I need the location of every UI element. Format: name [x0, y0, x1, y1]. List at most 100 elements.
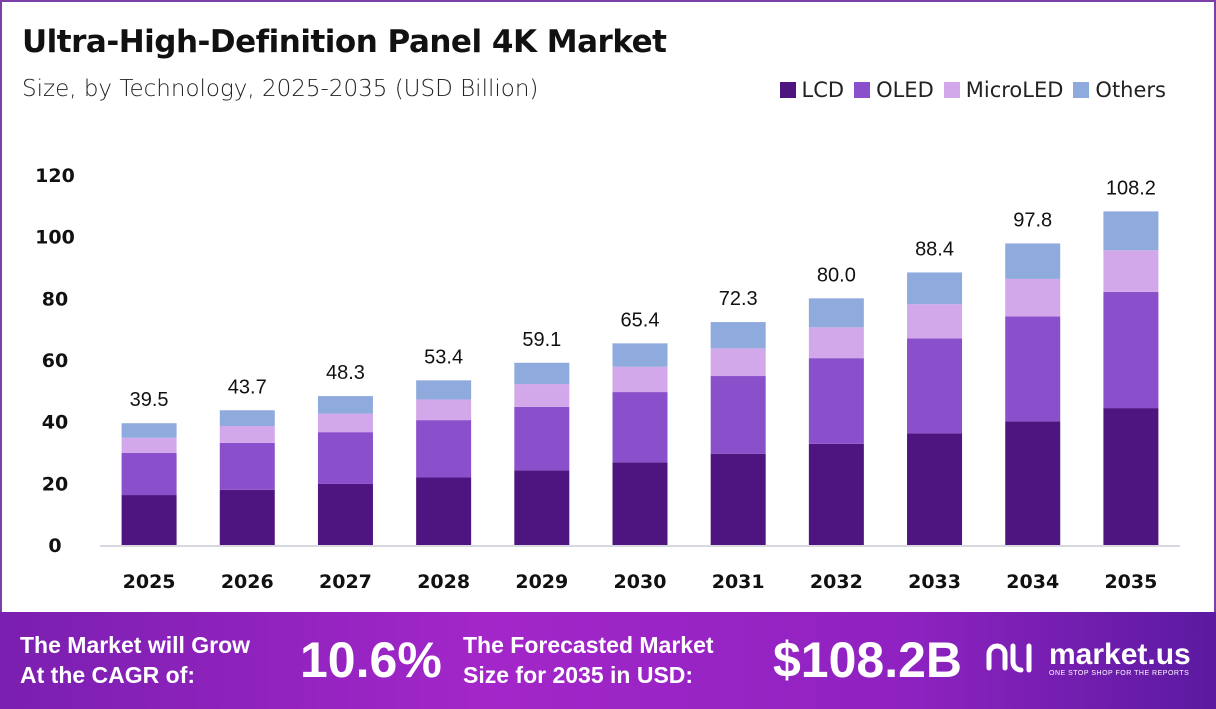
bar-segment-lcd [416, 477, 472, 545]
x-tick-label: 2026 [221, 571, 274, 593]
bar-segment-microled [514, 384, 570, 407]
legend-swatch [854, 82, 871, 98]
x-tick-label: 2029 [515, 571, 568, 593]
bar-total-label: 39.5 [130, 389, 169, 411]
y-tick-label: 120 [35, 165, 75, 187]
bar-segment-oled [907, 338, 963, 434]
bar-segment-others [907, 272, 963, 305]
x-tick-label: 2030 [614, 571, 667, 593]
legend-swatch [1073, 82, 1090, 98]
y-tick-label: 40 [42, 412, 68, 434]
bar-segment-oled [121, 452, 177, 496]
bar-segment-oled [219, 442, 275, 490]
footer-banner: The Market will Grow At the CAGR of: 10.… [0, 612, 1216, 709]
bar-segment-lcd [219, 489, 275, 545]
x-tick-label: 2034 [1006, 571, 1059, 593]
x-tick-label: 2025 [123, 571, 176, 593]
bar-segment-lcd [907, 433, 963, 545]
x-tick-label: 2027 [319, 571, 372, 593]
legend-label: MicroLED [965, 78, 1064, 102]
chart-title: Ultra-High-Definition Panel 4K Market [22, 24, 667, 60]
bar-segment-others [121, 423, 177, 438]
forecast-label-line1: The Forecasted Market [463, 632, 714, 658]
bar-segment-oled [808, 358, 864, 444]
legend-item-lcd: LCD [779, 78, 845, 102]
y-tick-label: 80 [42, 288, 68, 310]
x-tick-label: 2033 [908, 571, 961, 593]
bar-segment-oled [612, 392, 668, 463]
legend-swatch [779, 82, 796, 98]
x-tick-label: 2028 [417, 571, 470, 593]
brand-tagline: ONE STOP SHOP FOR THE REPORTS [1049, 669, 1190, 677]
bar-segment-microled [710, 348, 766, 377]
y-tick-label: 0 [48, 535, 61, 557]
x-tick-label: 2031 [712, 571, 765, 593]
x-tick-label: 2035 [1104, 571, 1157, 593]
bar-segment-others [612, 343, 668, 367]
legend: LCD OLED MicroLED Others [779, 78, 1166, 102]
chart-frame [0, 0, 1216, 614]
bar-total-label: 97.8 [1013, 209, 1052, 231]
bar-segment-oled [710, 376, 766, 454]
bar-segment-microled [612, 366, 668, 393]
bar-total-label: 88.4 [915, 238, 954, 260]
forecast-label-line2: Size for 2035 in USD: [463, 662, 694, 688]
cagr-label: The Market will Grow At the CAGR of: [20, 630, 250, 690]
cagr-value: 10.6% [300, 632, 442, 688]
bar-segment-others [808, 298, 864, 328]
bar-segment-lcd [808, 443, 864, 545]
legend-item-others: Others [1073, 78, 1166, 102]
bar-segment-oled [1005, 316, 1061, 422]
bar-segment-lcd [612, 462, 668, 545]
cagr-label-line1: The Market will Grow [20, 632, 251, 658]
bar-segment-oled [317, 432, 373, 484]
legend-label: OLED [876, 78, 934, 102]
y-tick-label: 60 [42, 350, 68, 372]
y-tick-label: 100 [35, 227, 75, 249]
bar-segment-lcd [710, 453, 766, 545]
bar-segment-microled [219, 425, 275, 443]
market-us-logo-icon [986, 643, 1032, 673]
bar-segment-lcd [317, 483, 373, 545]
legend-label: LCD [801, 78, 845, 102]
bar-total-label: 43.7 [228, 376, 267, 398]
bar-segment-microled [416, 399, 472, 421]
bar-total-label: 108.2 [1106, 177, 1156, 199]
bar-total-label: 59.1 [522, 329, 561, 351]
cagr-label-line2: At the CAGR of: [20, 662, 196, 688]
bar-total-label: 80.0 [817, 264, 856, 286]
y-tick-label: 20 [42, 473, 68, 495]
bar-segment-others [317, 396, 373, 414]
bar-total-label: 53.4 [424, 346, 463, 368]
chart-subtitle: Size, by Technology, 2025-2035 (USD Bill… [22, 76, 539, 102]
bar-segment-microled [317, 413, 373, 433]
bar-segment-microled [1103, 250, 1159, 292]
brand-name: market.us [1049, 637, 1191, 671]
bar-segment-others [219, 410, 275, 426]
x-tick-label: 2032 [810, 571, 863, 593]
bar-segment-microled [1005, 278, 1061, 317]
market-us-logo: market.us ONE STOP SHOP FOR THE REPORTS [985, 638, 1191, 678]
legend-item-oled: OLED [854, 78, 934, 102]
stacked-bar-chart: 0 20 40 60 80 100 120 39.5 2025 43.7 2026 48.3 2027 5… [35, 165, 1180, 593]
legend-item-microled: MicroLED [943, 78, 1064, 102]
legend-swatch [943, 82, 960, 98]
bar-segment-others [416, 380, 472, 400]
bar-segment-oled [416, 420, 472, 478]
bar-total-label: 72.3 [719, 288, 758, 310]
bar-total-label: 65.4 [621, 309, 660, 331]
forecast-label: The Forecasted Market Size for 2035 in U… [463, 630, 714, 690]
bar-segment-microled [121, 437, 177, 453]
bar-segment-microled [907, 304, 963, 339]
bar-segment-oled [514, 406, 570, 471]
bar-segment-lcd [514, 470, 570, 545]
bar-segment-oled [1103, 291, 1159, 409]
bar-segment-microled [808, 327, 864, 359]
bar-segment-lcd [1103, 408, 1159, 545]
forecast-value: $108.2B [773, 632, 963, 688]
bar-segment-lcd [1005, 421, 1061, 545]
bar-segment-others [1103, 211, 1159, 251]
bar-total-label: 48.3 [326, 362, 365, 384]
bar-segment-others [1005, 243, 1061, 279]
bar-segment-others [710, 322, 766, 349]
